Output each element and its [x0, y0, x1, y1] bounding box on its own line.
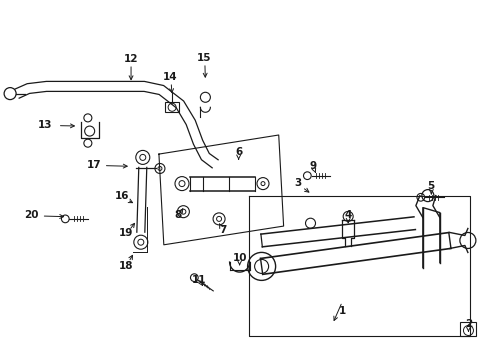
- Text: 16: 16: [115, 191, 129, 201]
- Text: 5: 5: [427, 181, 434, 192]
- Text: 9: 9: [309, 161, 316, 171]
- Text: 7: 7: [218, 225, 226, 235]
- Text: 11: 11: [192, 275, 206, 285]
- Text: 12: 12: [123, 54, 138, 64]
- Text: 10: 10: [232, 253, 246, 264]
- Text: 2: 2: [464, 319, 471, 329]
- Text: 13: 13: [38, 120, 52, 130]
- Text: 6: 6: [235, 147, 242, 157]
- Text: 8: 8: [175, 210, 182, 220]
- Bar: [460, 323, 475, 337]
- Text: 14: 14: [163, 72, 177, 82]
- Text: 19: 19: [119, 228, 133, 238]
- Bar: [165, 102, 179, 112]
- Text: 4: 4: [344, 210, 351, 220]
- Text: 3: 3: [294, 178, 301, 188]
- Text: 18: 18: [119, 261, 133, 271]
- Text: 1: 1: [338, 306, 345, 316]
- Text: 17: 17: [86, 160, 101, 170]
- Text: 15: 15: [197, 53, 211, 63]
- Text: 20: 20: [24, 210, 39, 220]
